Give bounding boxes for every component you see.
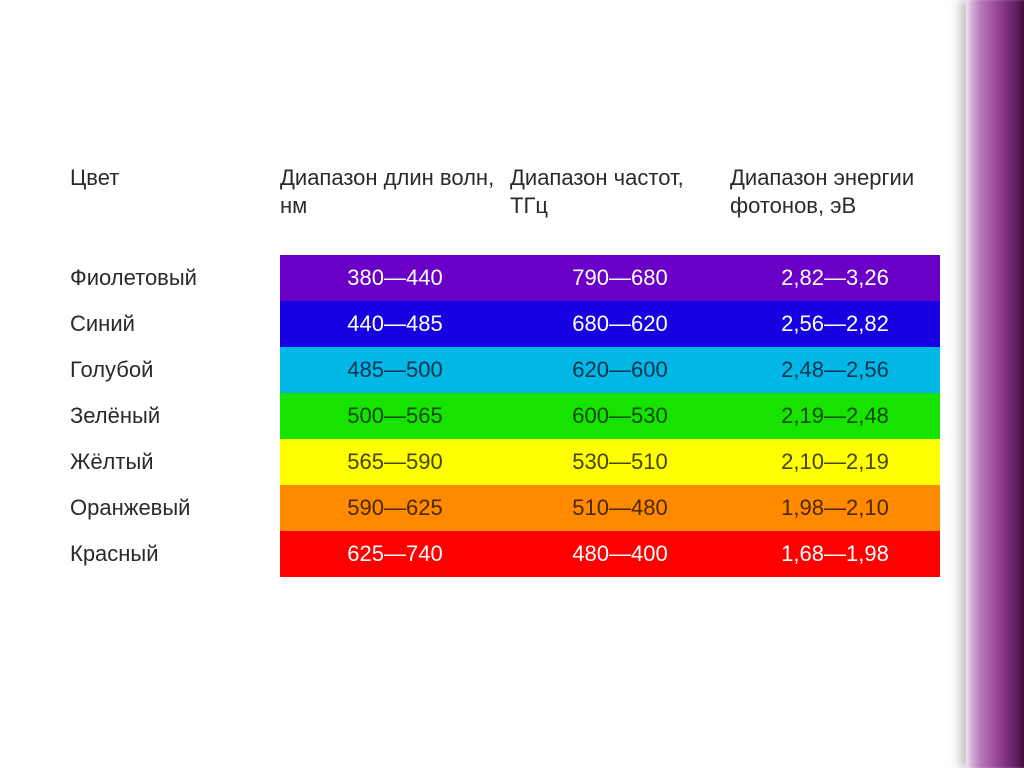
spectrum-table: Цвет Диапазон длин волн, нм Диапазон час… — [70, 150, 940, 577]
row-color-name: Зелёный — [70, 393, 280, 439]
row-energy: 2,10—2,19 — [730, 439, 940, 485]
table-row: Красный 625—740 480—400 1,68—1,98 — [70, 531, 940, 577]
row-wavelength: 625—740 — [280, 531, 510, 577]
table-body: Фиолетовый 380—440 790—680 2,82—3,26 Син… — [70, 255, 940, 577]
row-frequency: 790—680 — [510, 255, 730, 301]
row-color-name: Жёлтый — [70, 439, 280, 485]
row-color-name: Оранжевый — [70, 485, 280, 531]
row-color-name: Красный — [70, 531, 280, 577]
row-wavelength: 380—440 — [280, 255, 510, 301]
row-wavelength: 500—565 — [280, 393, 510, 439]
table-header-row: Цвет Диапазон длин волн, нм Диапазон час… — [70, 150, 940, 255]
table-row: Фиолетовый 380—440 790—680 2,82—3,26 — [70, 255, 940, 301]
row-frequency: 480—400 — [510, 531, 730, 577]
row-wavelength: 485—500 — [280, 347, 510, 393]
row-color-name: Голубой — [70, 347, 280, 393]
table-row: Синий 440—485 680—620 2,56—2,82 — [70, 301, 940, 347]
row-energy: 2,19—2,48 — [730, 393, 940, 439]
decorative-side-gradient — [966, 0, 1024, 768]
row-energy: 2,56—2,82 — [730, 301, 940, 347]
col-header-frequency: Диапазон частот, ТГц — [510, 150, 730, 255]
col-header-wavelength: Диапазон длин волн, нм — [280, 150, 510, 255]
row-energy: 1,98—2,10 — [730, 485, 940, 531]
spectrum-table-container: Цвет Диапазон длин волн, нм Диапазон час… — [70, 150, 940, 577]
row-energy: 1,68—1,98 — [730, 531, 940, 577]
row-wavelength: 440—485 — [280, 301, 510, 347]
row-wavelength: 590—625 — [280, 485, 510, 531]
row-color-name: Фиолетовый — [70, 255, 280, 301]
table-row: Оранжевый 590—625 510—480 1,98—2,10 — [70, 485, 940, 531]
row-color-name: Синий — [70, 301, 280, 347]
row-frequency: 510—480 — [510, 485, 730, 531]
table-row: Жёлтый 565—590 530—510 2,10—2,19 — [70, 439, 940, 485]
table-row: Голубой 485—500 620—600 2,48—2,56 — [70, 347, 940, 393]
row-frequency: 620—600 — [510, 347, 730, 393]
table-row: Зелёный 500—565 600—530 2,19—2,48 — [70, 393, 940, 439]
col-header-energy: Диапазон энергии фотонов, эВ — [730, 150, 940, 255]
row-energy: 2,48—2,56 — [730, 347, 940, 393]
row-wavelength: 565—590 — [280, 439, 510, 485]
row-frequency: 600—530 — [510, 393, 730, 439]
row-frequency: 530—510 — [510, 439, 730, 485]
row-energy: 2,82—3,26 — [730, 255, 940, 301]
col-header-color: Цвет — [70, 150, 280, 255]
row-frequency: 680—620 — [510, 301, 730, 347]
